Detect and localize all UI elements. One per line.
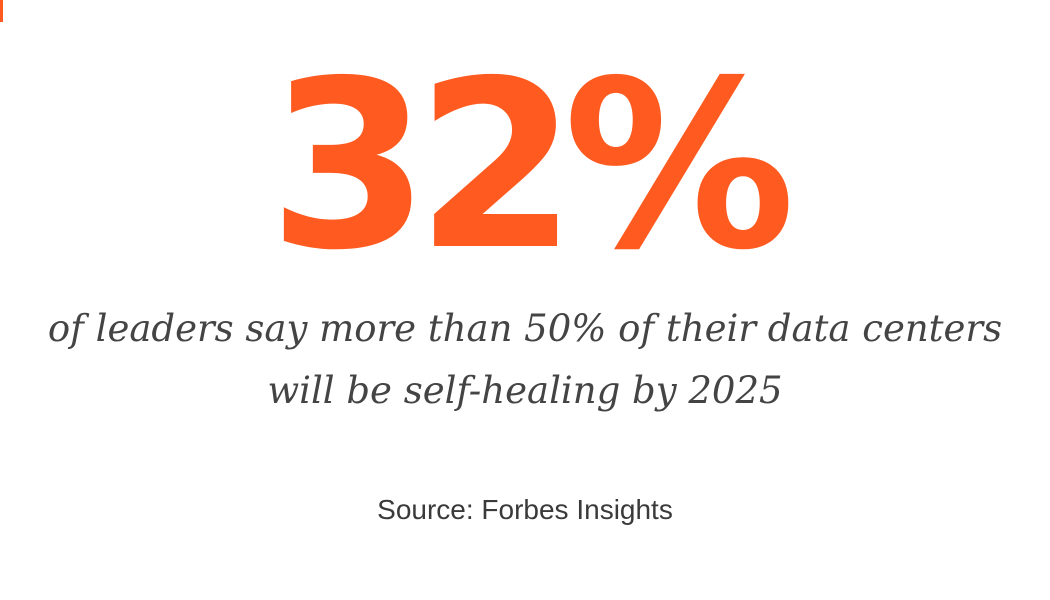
stat-caption: of leaders say more than 50% of their da… bbox=[0, 298, 1050, 422]
stat-caption-line-1: of leaders say more than 50% of their da… bbox=[47, 307, 1003, 350]
accent-corner-mark bbox=[0, 0, 3, 22]
source-attribution: Source: Forbes Insights bbox=[377, 494, 673, 525]
stat-figure: 32% bbox=[268, 31, 795, 301]
stat-caption-line-2: will be self-healing by 2025 bbox=[267, 369, 783, 412]
